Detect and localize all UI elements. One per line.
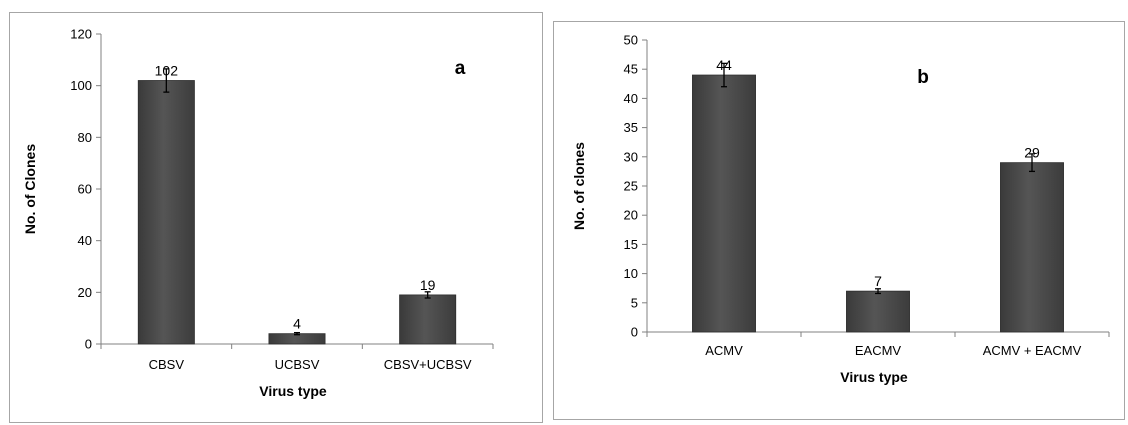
data-label: 44 [716, 57, 732, 73]
panel-label: b [917, 67, 929, 88]
chart-panel-b: 0 5 10 15 20 25 30 35 40 45 50 44 ACMV 7 EACMV 29 ACMV +… [553, 21, 1125, 420]
y-tick-label: 40 [624, 91, 638, 106]
panel-label: a [455, 58, 466, 79]
x-axis-title: Virus type [840, 369, 908, 385]
y-axis-title: No. of Clones [22, 144, 38, 234]
y-tick-label: 10 [624, 266, 638, 281]
y-tick-label: 40 [78, 233, 92, 248]
bar [846, 290, 910, 333]
y-tick-label: 120 [70, 27, 92, 42]
y-tick-label: 15 [624, 237, 638, 252]
x-axis-title: Virus type [259, 383, 327, 399]
y-tick-label: 0 [85, 337, 92, 352]
y-tick-label: 5 [631, 295, 638, 310]
y-tick-label: 30 [624, 149, 638, 164]
bar-chart-b: 0 5 10 15 20 25 30 35 40 45 50 44 ACMV 7 EACMV 29 ACMV +… [571, 33, 1110, 385]
data-label: 7 [874, 273, 882, 289]
y-tick-label: 100 [70, 78, 92, 93]
y-tick-label: 0 [631, 325, 638, 340]
y-tick-label: 20 [624, 208, 638, 223]
x-tick-label: CBSV+UCBSV [384, 357, 472, 372]
y-tick-label: 25 [624, 179, 638, 194]
y-tick-label: 35 [624, 120, 638, 135]
x-tick-label: CBSV [149, 357, 185, 372]
bar [692, 74, 756, 333]
data-label: 4 [293, 316, 301, 332]
data-label: 19 [420, 277, 436, 293]
bar [399, 294, 457, 345]
chart-panel-a: 0 20 40 60 80 100 120 102 CBSV 4 UCBSV 19 CBSV+UCBSV… [9, 12, 543, 423]
x-tick-label: EACMV [855, 343, 902, 358]
y-tick-label: 50 [624, 33, 638, 48]
x-tick-label: ACMV [705, 343, 743, 358]
x-tick-label: ACMV + EACMV [983, 343, 1082, 358]
x-tick-label: UCBSV [275, 357, 320, 372]
y-tick-label: 80 [78, 130, 92, 145]
y-tick-label: 60 [78, 182, 92, 197]
data-label: 29 [1024, 145, 1040, 161]
bar [1000, 162, 1064, 333]
y-tick-label: 45 [624, 62, 638, 77]
y-axis-title: No. of clones [571, 142, 587, 230]
bar-chart-a: 0 20 40 60 80 100 120 102 CBSV 4 UCBSV 19 CBSV+UCBSV… [22, 27, 494, 399]
bar [137, 80, 195, 345]
data-label: 102 [155, 63, 179, 79]
y-tick-label: 20 [78, 285, 92, 300]
